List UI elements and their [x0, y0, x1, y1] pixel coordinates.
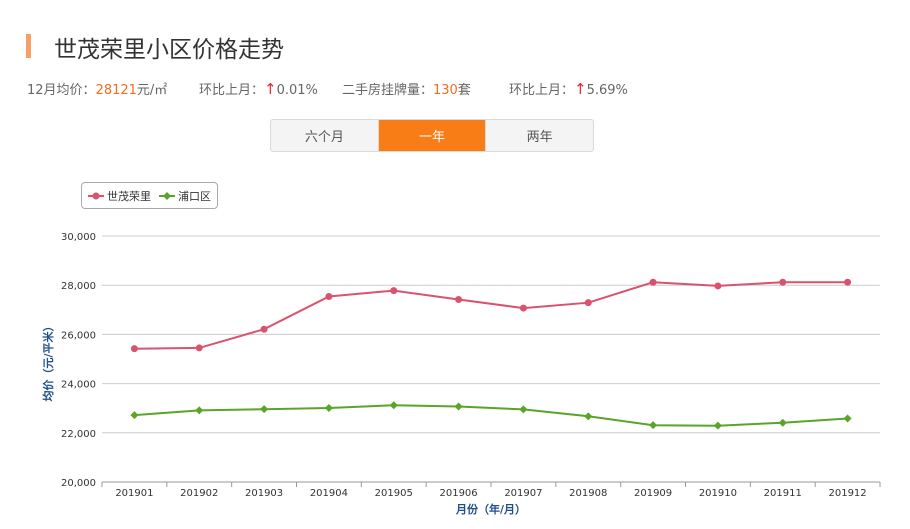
x-tick-label: 201908 [569, 488, 607, 499]
data-point [519, 304, 527, 312]
data-point [130, 345, 138, 353]
mom-price-label: 环比上月： [199, 83, 265, 98]
x-tick-label: 201912 [828, 488, 866, 499]
series-line-2 [134, 404, 848, 427]
legend-label-series2: 浦口区 [178, 189, 211, 203]
arrow-up-icon: ↑ [264, 80, 277, 98]
tab-one-year[interactable]: 一年 [377, 120, 486, 151]
data-point [260, 405, 269, 414]
y-axis-title: 均价（元/平米） [41, 320, 55, 401]
title-accent-bar [26, 34, 31, 58]
avg-price-value: 28121 [95, 83, 137, 98]
tab-two-years[interactable]: 两年 [485, 120, 593, 151]
y-tick-label: 30,000 [61, 232, 96, 243]
data-point [844, 278, 852, 286]
data-point [649, 421, 658, 430]
data-point [649, 278, 657, 286]
data-point [584, 412, 593, 421]
y-tick-label: 26,000 [61, 330, 96, 341]
legend-item-series2[interactable]: 浦口区 [159, 183, 211, 208]
y-tick-label: 28,000 [61, 281, 96, 292]
mom-price-value: 0.01% [276, 83, 318, 98]
data-point [260, 325, 268, 333]
avg-price-unit: 元/㎡ [136, 83, 168, 98]
series-line-1 [134, 281, 848, 350]
legend-circle-icon [88, 192, 104, 199]
listing-value: 130 [433, 83, 458, 98]
listing-label: 二手房挂牌量： [342, 83, 434, 98]
avg-price-label: 12月均价： [27, 83, 96, 98]
avg-price-stat: 12月均价：28121元/㎡ [27, 79, 167, 98]
chart-legend: 世茂荣里 浦口区 [81, 182, 218, 209]
mom-listing-stat: 环比上月：↑5.69% [509, 79, 628, 98]
data-point [778, 418, 787, 427]
x-axis-title: 月份（年/月） [455, 502, 526, 516]
listing-unit: 套 [457, 83, 471, 98]
listing-stat: 二手房挂牌量：130套 [342, 79, 471, 98]
x-tick-label: 201905 [375, 488, 413, 499]
y-tick-label: 24,000 [61, 380, 96, 391]
mom-listing-label: 环比上月： [509, 83, 575, 98]
legend-label-series1: 世茂荣里 [107, 189, 151, 203]
data-point [843, 414, 852, 423]
arrow-up-icon: ↑ [574, 80, 587, 98]
x-tick-label: 201906 [439, 488, 477, 499]
x-tick-label: 201911 [764, 488, 802, 499]
data-point [389, 401, 398, 410]
tab-six-months[interactable]: 六个月 [304, 130, 344, 145]
data-point [195, 406, 204, 415]
data-point [324, 403, 333, 412]
x-tick-label: 201901 [115, 488, 153, 499]
x-tick-label: 201903 [245, 488, 283, 499]
x-tick-label: 201910 [699, 488, 737, 499]
x-tick-label: 201904 [310, 488, 348, 499]
data-point [130, 411, 139, 420]
data-point [195, 344, 203, 352]
data-point [713, 421, 722, 430]
data-point [714, 282, 722, 290]
data-point [584, 299, 592, 307]
x-tick-label: 201907 [504, 488, 542, 499]
mom-listing-value: 5.69% [586, 83, 628, 98]
data-point [519, 405, 528, 414]
data-point [455, 295, 463, 303]
legend-item-series1[interactable]: 世茂荣里 [88, 183, 151, 208]
page-title: 世茂荣里小区价格走势 [54, 37, 284, 63]
x-tick-label: 201909 [634, 488, 672, 499]
x-tick-label: 201902 [180, 488, 218, 499]
data-point [325, 293, 333, 301]
legend-diamond-icon [159, 191, 175, 200]
mom-price-stat: 环比上月：↑0.01% [199, 79, 318, 98]
period-tabs: 六个月 一年 两年 [270, 119, 594, 152]
y-tick-label: 22,000 [61, 429, 96, 440]
data-point [454, 402, 463, 411]
data-point [390, 287, 398, 295]
y-tick-label: 20,000 [61, 478, 96, 489]
data-point [779, 278, 787, 286]
